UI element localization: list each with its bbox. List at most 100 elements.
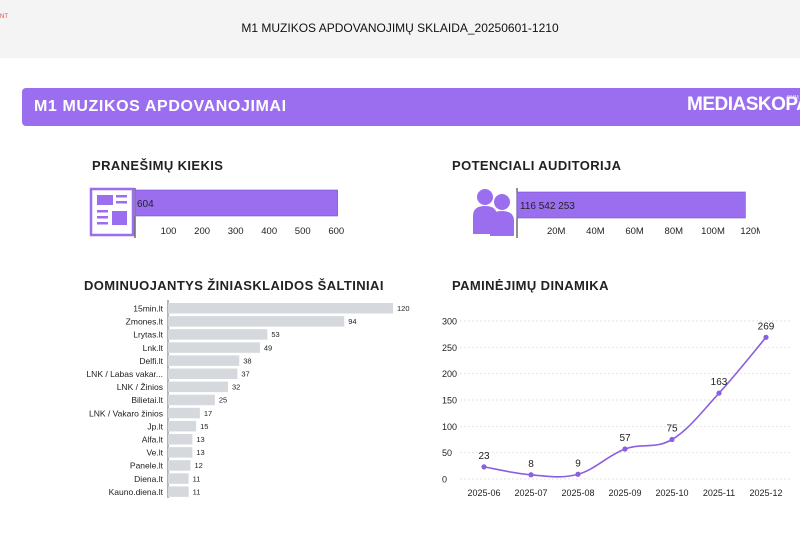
messages-title: PRANEŠIMŲ KIEKIS (92, 158, 224, 173)
data-value-label: 9 (575, 458, 581, 469)
source-name-label: Delfi.lt (139, 356, 163, 366)
messages-tick-label: 400 (261, 226, 277, 237)
source-bar (168, 316, 345, 327)
source-name-label: Zmones.lt (126, 317, 164, 327)
source-value-label: 12 (195, 461, 203, 470)
document-title: M1 MUZIKOS APDOVANOJIMŲ SKLAIDA_20250601… (241, 21, 559, 35)
data-point (481, 464, 487, 470)
source-bar (168, 460, 191, 471)
data-point (622, 446, 628, 452)
messages-bar (134, 189, 338, 217)
people-icon (473, 189, 514, 236)
data-value-label: 269 (758, 321, 775, 332)
source-value-label: 13 (196, 448, 204, 457)
source-bar (168, 342, 260, 353)
source-name-label: Ve.lt (146, 448, 163, 458)
source-bar (168, 420, 197, 432)
source-value-label: 15 (200, 422, 208, 431)
y-tick-label: 50 (442, 448, 452, 458)
source-bar (168, 303, 393, 314)
dynamics-chart: 0 50 100 150 200 250 300 23 2025-06 8 2025-07 9 2025… (442, 317, 792, 498)
audience-tick-label: 40M (586, 226, 605, 237)
source-bar (168, 355, 240, 366)
sources-title: DOMINUOJANTYS ŽINIASKLAIDOS ŠALTINIAI (84, 278, 384, 293)
audience-value-label: 116 542 253 (520, 201, 575, 212)
source-value-label: 13 (196, 435, 204, 444)
source-name-label: Lnk.lt (143, 343, 164, 353)
y-tick-label: 250 (442, 343, 457, 353)
data-value-label: 8 (528, 459, 534, 470)
source-name-label: Jp.lt (147, 421, 163, 431)
source-value-label: 25 (219, 396, 227, 405)
y-tick-label: 0 (442, 475, 447, 485)
x-tick-label: 2025-08 (561, 488, 594, 498)
header-bar: NT M1 MUZIKOS APDOVANOJIMŲ SKLAIDA_20250… (0, 0, 800, 58)
messages-tick-label: 600 (328, 226, 344, 237)
series-line (483, 336, 767, 478)
y-tick-label: 150 (442, 396, 457, 406)
source-name-label: Diena.lt (134, 474, 163, 484)
data-point (763, 334, 769, 340)
source-value-label: 94 (348, 317, 356, 326)
data-point (528, 472, 534, 478)
x-tick-label: 2025-06 (467, 488, 500, 498)
source-bar (168, 407, 200, 419)
data-point (716, 390, 722, 396)
x-tick-label: 2025-12 (749, 488, 782, 498)
data-value-label: 57 (619, 433, 631, 444)
brand-logo: MEDIASKOPAS (687, 94, 800, 115)
source-value-label: 17 (204, 409, 212, 418)
source-name-label: Kauno.diena.lt (109, 487, 164, 497)
audience-bar (516, 191, 746, 219)
audience-tick-label: 20M (547, 226, 566, 237)
source-value-label: 32 (232, 383, 240, 392)
source-bar (168, 394, 215, 406)
y-tick-label: 300 (442, 317, 457, 327)
messages-chart: 604 100 200 300 400 500 600 (89, 187, 344, 238)
data-point (669, 436, 675, 443)
audience-tick-label: 60M (625, 226, 644, 237)
sources-chart: 15min.lt 120 Zmones.lt 94 Lrytas.lt 53 Lnk.lt 4… (86, 300, 410, 498)
audience-title: POTENCIALI AUDITORIJA (452, 158, 622, 173)
y-tick-label: 200 (442, 369, 457, 379)
source-value-label: 11 (193, 487, 201, 496)
data-value-label: 23 (478, 451, 490, 462)
source-value-label: 37 (241, 370, 249, 379)
source-name-label: 15min.lt (133, 304, 163, 314)
x-tick-label: 2025-09 (608, 488, 641, 498)
audience-tick-label: 120M (740, 226, 760, 237)
source-value-label: 38 (243, 356, 251, 365)
banner-title: M1 MUZIKOS APDOVANOJIMAI (34, 98, 287, 115)
source-name-label: Lrytas.lt (133, 330, 163, 340)
document-icon (89, 187, 135, 237)
report-banner: M1 MUZIKOS APDOVANOJIMAI MEDIASKOPAS BMM (22, 88, 800, 126)
messages-tick-label: 200 (194, 226, 210, 237)
source-bar (168, 381, 228, 393)
source-name-label: LNK / Labas vakar... (86, 369, 163, 379)
source-value-label: 11 (193, 474, 201, 483)
x-tick-label: 2025-10 (655, 488, 688, 498)
source-name-label: Alfa.lt (142, 435, 164, 445)
source-bar (168, 486, 189, 497)
source-value-label: 49 (264, 343, 272, 352)
source-name-label: LNK / Vakaro žinios (89, 408, 163, 418)
source-name-label: Panele.lt (130, 461, 164, 471)
source-value-label: 53 (271, 330, 279, 339)
x-tick-label: 2025-07 (514, 488, 547, 498)
data-value-label: 75 (666, 424, 678, 435)
y-tick-label: 100 (442, 422, 457, 432)
source-bar (168, 473, 189, 484)
source-value-label: 120 (397, 304, 410, 313)
audience-tick-label: 100M (701, 226, 725, 237)
corner-mark: NT (0, 14, 8, 20)
messages-tick-label: 100 (161, 226, 177, 237)
source-name-label: Bilietai.lt (131, 395, 163, 405)
x-tick-label: 2025-11 (703, 488, 735, 498)
dynamics-title: PAMINĖJIMŲ DINAMIKA (452, 278, 609, 293)
source-name-label: LNK / Žinios (117, 382, 163, 392)
source-bar (168, 368, 238, 379)
brand-superscript: BMM (787, 95, 799, 101)
messages-tick-label: 300 (228, 226, 244, 237)
source-bar (168, 447, 193, 458)
messages-tick-label: 500 (295, 226, 311, 237)
